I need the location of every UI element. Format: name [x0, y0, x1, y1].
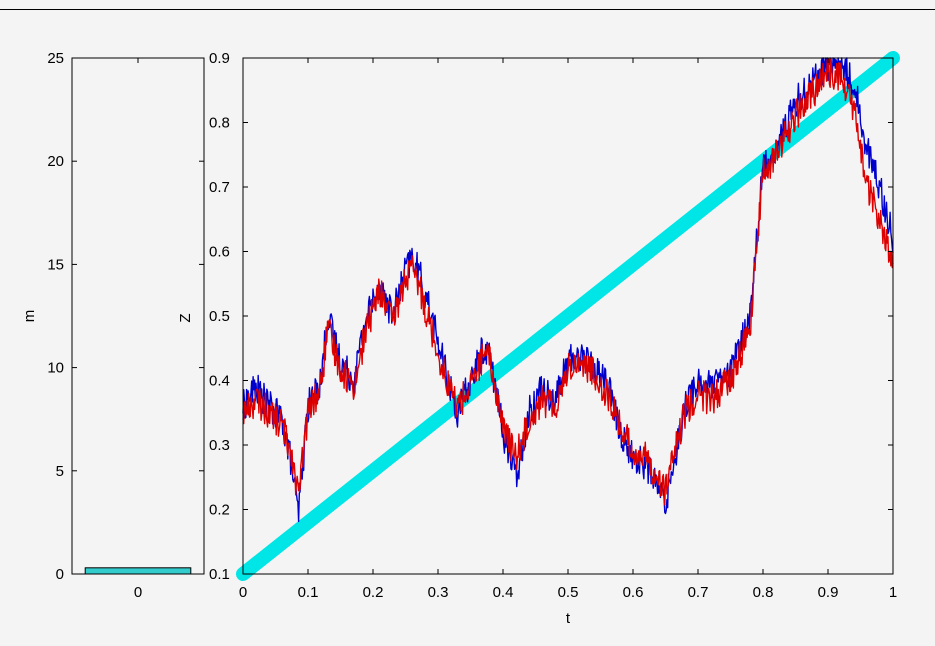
t-x-tick-label: 0.3 [428, 584, 449, 601]
m-y-tick-label: 25 [47, 50, 64, 67]
m-y-tick-label: 5 [56, 463, 64, 480]
series-line-red [242, 57, 894, 506]
z-y-tick-label: 0.4 [209, 373, 230, 390]
z-y-ticks: 0.1 0.2 0.3 0.4 0.5 0.6 0.7 0.8 0.9 [209, 50, 893, 583]
t-x-tick-label: 0.7 [688, 584, 709, 601]
t-x-tick-label: 0.4 [493, 584, 514, 601]
t-x-tick-label: 0.9 [818, 584, 839, 601]
t-x-tick-label: 0.1 [298, 584, 319, 601]
t-x-tick-label: 0 [239, 584, 247, 601]
z-axes: 0.10.20.30.40.50.60.70.80.9 0 0.1 0.2 0.3 0.… [177, 50, 900, 627]
z-x-ticks: 0 0.1 0.2 0.3 0.4 0.5 0.6 0.7 0.8 0.9 1 [239, 58, 897, 601]
z-y-tick-label: 0.8 [209, 115, 230, 132]
m-x-ticks: 0 [134, 58, 142, 601]
z-y-tick-label: 0.9 [209, 50, 230, 67]
z-y-tick-label: 0.5 [209, 308, 230, 325]
z-y-tick-label: 0.7 [209, 179, 230, 196]
m-y-axis-label: m [21, 310, 38, 323]
z-y-tick-label: 0.3 [209, 437, 230, 454]
z-y-axis-label: Z [177, 313, 194, 322]
t-x-axis-label: t [566, 610, 571, 627]
z-series [236, 51, 900, 581]
z-y-tick-label: 0.2 [209, 502, 230, 519]
series-line-threshold [236, 51, 900, 581]
t-x-tick-label: 0.6 [623, 584, 644, 601]
t-x-tick-label: 1 [889, 584, 897, 601]
m-bars [84, 567, 192, 575]
m-y-tick-label: 0 [56, 566, 64, 583]
m-x-tick-label: 0 [134, 584, 142, 601]
m-y-tick-label: 15 [47, 256, 64, 273]
t-x-tick-label: 0.2 [363, 584, 384, 601]
m-bar [84, 567, 192, 575]
z-y-tick-label: 0.6 [209, 244, 230, 261]
m-y-tick-label: 10 [47, 360, 64, 377]
t-x-tick-label: 0.8 [753, 584, 774, 601]
m-y-tick-label: 20 [47, 153, 64, 170]
top-divider [0, 9, 935, 10]
z-y-tick-label: 0.1 [209, 566, 230, 583]
m-y-ticks: 0 5 10 15 20 25 [47, 50, 204, 583]
m-axes: 0 5 10 15 20 25 0 m [21, 50, 205, 601]
t-x-tick-label: 0.5 [558, 584, 579, 601]
